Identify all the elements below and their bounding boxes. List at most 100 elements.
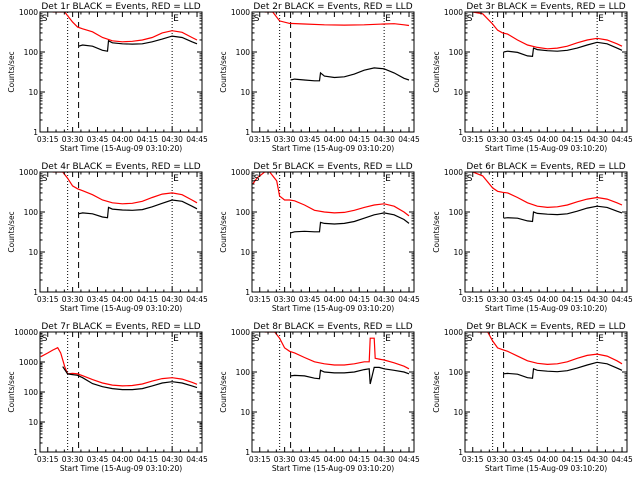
x-tick-label: 03:30	[274, 295, 296, 304]
panel-title: Det 7r BLACK = Events, RED = LLD	[41, 322, 200, 332]
x-tick-label: 04:00	[324, 135, 346, 144]
series-line-events	[503, 205, 623, 223]
y-tick-label: 1	[458, 448, 463, 457]
series-line-lld	[472, 12, 623, 50]
x-tick-label: 04:15	[136, 295, 158, 304]
x-tick-label: 04:30	[161, 135, 183, 144]
plot-frame	[39, 331, 203, 453]
x-tick-label: 03:45	[299, 135, 321, 144]
x-tick-label: 04:45	[611, 295, 633, 304]
marker-s: S	[467, 174, 473, 184]
x-tick-label: 03:15	[249, 135, 271, 144]
y-tick-label: 1000	[231, 168, 250, 177]
y-tick-label: 1000	[19, 8, 38, 17]
panel-title: Det 1r BLACK = Events, RED = LLD	[41, 2, 200, 12]
x-tick-label: 04:00	[324, 455, 346, 464]
y-tick-label: 10	[240, 248, 250, 257]
y-tick-label: 10	[240, 408, 250, 417]
plot-frame	[251, 171, 415, 293]
panel-det-1: Det 1r BLACK = Events, RED = LLD 1 10 100 10…	[7, 2, 208, 153]
x-tick-label: 03:15	[462, 455, 484, 464]
x-tick-label: 03:30	[62, 455, 84, 464]
y-tick-label: 1000	[444, 8, 463, 17]
y-tick-label: 1	[458, 288, 463, 297]
panel-det-2: Det 2r BLACK = Events, RED = LLD 1 10 100 10…	[219, 2, 420, 153]
x-tick-label: 04:15	[348, 455, 370, 464]
x-axis-label: Start Time (15-Aug-09 03:10:20)	[485, 304, 607, 313]
panel-title: Det 4r BLACK = Events, RED = LLD	[41, 162, 200, 172]
plot-frame	[464, 331, 628, 453]
x-tick-label: 03:15	[462, 135, 484, 144]
y-tick-label: 100	[24, 388, 39, 397]
panel-det-6: Det 6r BLACK = Events, RED = LLD 1 10 100 10…	[432, 162, 633, 313]
x-axis-label: Start Time (15-Aug-09 03:10:20)	[272, 144, 394, 153]
marker-e: E	[598, 334, 604, 344]
x-tick-label: 03:45	[87, 135, 109, 144]
x-tick-label: 03:30	[274, 455, 296, 464]
marker-s: S	[254, 14, 260, 24]
y-axis-label: Counts/sec	[432, 211, 441, 252]
panel-title: Det 9r BLACK = Events, RED = LLD	[466, 322, 625, 332]
x-tick-label: 03:15	[249, 295, 271, 304]
marker-s: S	[254, 334, 260, 344]
marker-e: E	[173, 14, 179, 24]
x-tick-label: 03:30	[487, 135, 509, 144]
y-tick-label: 1000	[19, 358, 38, 367]
x-tick-label: 04:30	[586, 455, 608, 464]
y-tick-label: 100	[449, 208, 464, 217]
x-axis-label: Start Time (15-Aug-09 03:10:20)	[485, 464, 607, 473]
series-line-events	[78, 35, 198, 52]
x-tick-label: 03:30	[487, 295, 509, 304]
y-tick-label: 10	[453, 408, 463, 417]
y-tick-label: 1	[33, 288, 38, 297]
plot-frame	[251, 11, 415, 133]
panel-title: Det 3r BLACK = Events, RED = LLD	[466, 2, 625, 12]
marker-s: S	[467, 334, 473, 344]
y-tick-label: 100	[24, 208, 39, 217]
y-tick-label: 10	[240, 88, 250, 97]
y-axis-label: Counts/sec	[219, 371, 228, 412]
x-tick-label: 04:15	[561, 455, 583, 464]
y-tick-label: 100	[24, 48, 39, 57]
x-tick-label: 04:30	[586, 295, 608, 304]
marker-s: S	[42, 334, 48, 344]
series-line-lld	[472, 172, 623, 209]
x-axis-label: Start Time (15-Aug-09 03:10:20)	[272, 464, 394, 473]
x-tick-label: 03:45	[87, 295, 109, 304]
marker-e: E	[173, 174, 179, 184]
x-tick-label: 04:45	[611, 135, 633, 144]
x-axis-label: Start Time (15-Aug-09 03:10:20)	[60, 144, 182, 153]
panel-det-3: Det 3r BLACK = Events, RED = LLD 1 10 100 10…	[432, 2, 633, 153]
marker-e: E	[598, 174, 604, 184]
x-tick-label: 04:15	[561, 135, 583, 144]
x-tick-label: 04:30	[161, 295, 183, 304]
y-tick-label: 1000	[19, 168, 38, 177]
x-tick-label: 03:30	[274, 135, 296, 144]
x-axis-label: Start Time (15-Aug-09 03:10:20)	[485, 144, 607, 153]
y-axis-label: Counts/sec	[7, 51, 16, 92]
y-tick-label: 1	[245, 288, 250, 297]
y-tick-label: 1000	[231, 8, 250, 17]
series-line-lld	[264, 332, 410, 370]
x-tick-label: 04:00	[537, 295, 559, 304]
x-tick-label: 03:15	[37, 135, 59, 144]
series-line-events	[78, 199, 198, 219]
y-tick-label: 100	[236, 208, 251, 217]
panel-title: Det 6r BLACK = Events, RED = LLD	[466, 162, 625, 172]
x-tick-label: 04:30	[373, 135, 395, 144]
x-tick-label: 04:30	[161, 455, 183, 464]
x-tick-label: 04:45	[611, 455, 633, 464]
series-line-events	[290, 212, 410, 234]
plot-frame	[251, 331, 415, 453]
panel-det-8: Det 8r BLACK = Events, RED = LLD 1 10 100 10…	[219, 322, 420, 473]
y-tick-label: 1	[33, 128, 38, 137]
y-tick-label: 1000	[444, 328, 463, 337]
panel-det-7: Det 7r BLACK = Events, RED = LLD 1 10 100 10…	[7, 322, 208, 473]
series-line-events	[62, 366, 198, 391]
y-tick-label: 10	[453, 248, 463, 257]
y-axis-label: Counts/sec	[219, 211, 228, 252]
y-axis-label: Counts/sec	[7, 211, 16, 252]
x-tick-label: 04:45	[398, 135, 420, 144]
series-line-lld	[477, 332, 623, 366]
x-tick-label: 04:00	[537, 135, 559, 144]
